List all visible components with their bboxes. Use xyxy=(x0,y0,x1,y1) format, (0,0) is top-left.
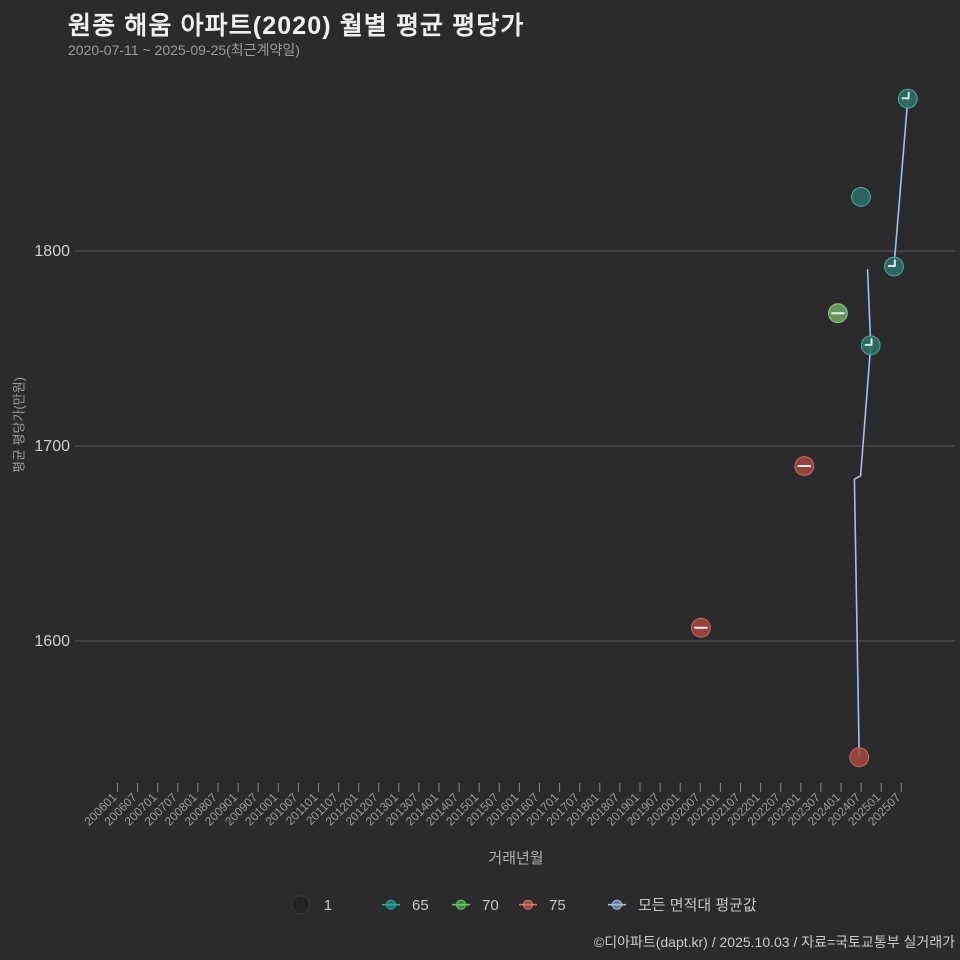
svg-text:1700: 1700 xyxy=(34,438,70,455)
svg-text:모든 면적대 평균값: 모든 면적대 평균값 xyxy=(638,897,757,914)
svg-text:1600: 1600 xyxy=(34,633,70,650)
svg-text:70: 70 xyxy=(482,897,499,914)
svg-text:65: 65 xyxy=(412,897,429,914)
svg-text:75: 75 xyxy=(549,897,566,914)
svg-text:1: 1 xyxy=(324,897,332,914)
svg-text:1800: 1800 xyxy=(34,243,70,260)
